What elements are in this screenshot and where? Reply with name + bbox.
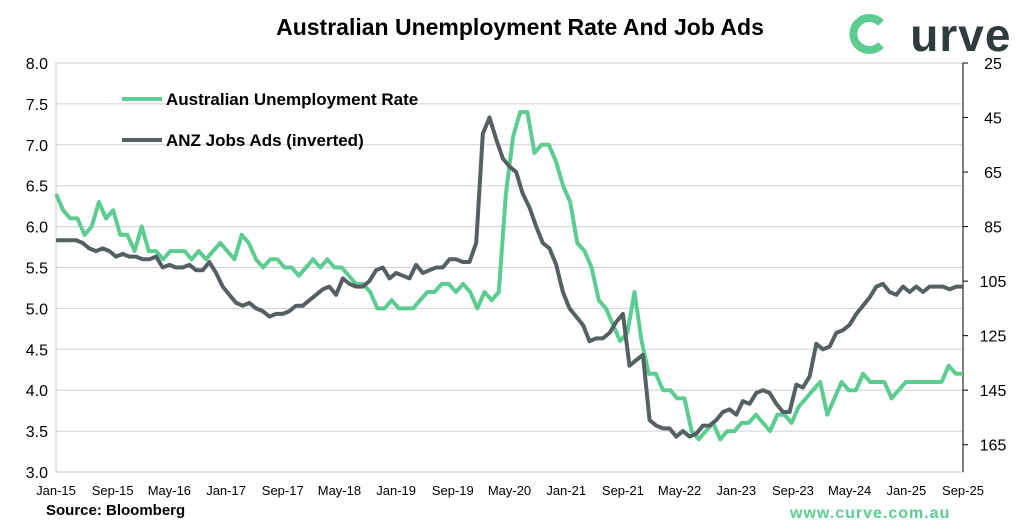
x-tick-label: Jan-15 — [36, 483, 76, 498]
right-tick-label: 145 — [980, 383, 1007, 400]
x-tick-label: May-16 — [148, 483, 191, 498]
left-axis: 3.0 3.5 4.0 4.5 5.0 5.5 6.0 6.5 7.0 7.5 8.0 — [26, 56, 48, 482]
left-tick-label: 8.0 — [26, 56, 48, 73]
right-tick-label: 165 — [980, 438, 1007, 455]
right-axis: 25 45 65 85 105 125 145 165 — [962, 56, 1007, 472]
left-tick-label: 5.0 — [26, 301, 48, 318]
x-tick-label: Jan-21 — [546, 483, 586, 498]
x-tick-label: Jan-23 — [716, 483, 756, 498]
left-tick-label: 7.0 — [26, 138, 48, 155]
curve-c-icon — [849, 14, 884, 54]
x-tick-label: May-18 — [318, 483, 361, 498]
x-tick-label: Jan-25 — [886, 483, 926, 498]
logo-wordmark: Curve — [876, 10, 1011, 60]
legend-label-unemployment: Australian Unemployment Rate — [166, 90, 418, 109]
legend: Australian Unemployment Rate ANZ Jobs Ad… — [122, 90, 418, 150]
x-tick-label: Jan-19 — [376, 483, 416, 498]
legend-label-job-ads: ANZ Jobs Ads (inverted) — [166, 131, 364, 150]
chart-title: Australian Unemployment Rate And Job Ads — [276, 14, 764, 40]
series-layer — [54, 110, 963, 442]
right-tick-label: 25 — [984, 56, 1002, 73]
x-tick-label: May-22 — [658, 483, 701, 498]
x-tick-label: May-20 — [488, 483, 531, 498]
left-tick-label: 6.5 — [26, 179, 48, 196]
x-tick-label: Jan-17 — [206, 483, 246, 498]
logo-wordmark-rest: urve — [910, 9, 1012, 61]
series-line-job-ads — [56, 115, 963, 439]
right-tick-label: 125 — [980, 329, 1007, 346]
x-axis: Jan-15 Sep-15 May-16 Jan-17 Sep-17 May-18 Jan-… — [36, 483, 984, 498]
website-link[interactable]: www.curve.com.au — [790, 505, 951, 522]
left-tick-label: 3.0 — [26, 465, 48, 482]
left-tick-label: 4.0 — [26, 383, 48, 400]
x-tick-label: Sep-17 — [262, 483, 304, 498]
right-tick-label: 45 — [984, 111, 1002, 128]
left-tick-label: 6.0 — [26, 220, 48, 237]
right-tick-label: 65 — [984, 165, 1002, 182]
left-tick-label: 4.5 — [26, 342, 48, 359]
right-tick-label: 105 — [980, 274, 1007, 291]
x-tick-label: Sep-19 — [432, 483, 474, 498]
x-tick-label: Sep-25 — [942, 483, 984, 498]
source-note: Source: Bloomberg — [46, 502, 186, 519]
x-tick-label: May-24 — [828, 483, 871, 498]
x-tick-label: Sep-21 — [602, 483, 644, 498]
x-tick-label: Sep-23 — [772, 483, 814, 498]
right-tick-label: 85 — [984, 220, 1002, 237]
left-tick-label: 7.5 — [26, 97, 48, 114]
x-tick-label: Sep-15 — [92, 483, 134, 498]
left-tick-label: 3.5 — [26, 424, 48, 441]
curve-logo: Curve — [846, 8, 1010, 60]
left-tick-label: 5.5 — [26, 261, 48, 278]
